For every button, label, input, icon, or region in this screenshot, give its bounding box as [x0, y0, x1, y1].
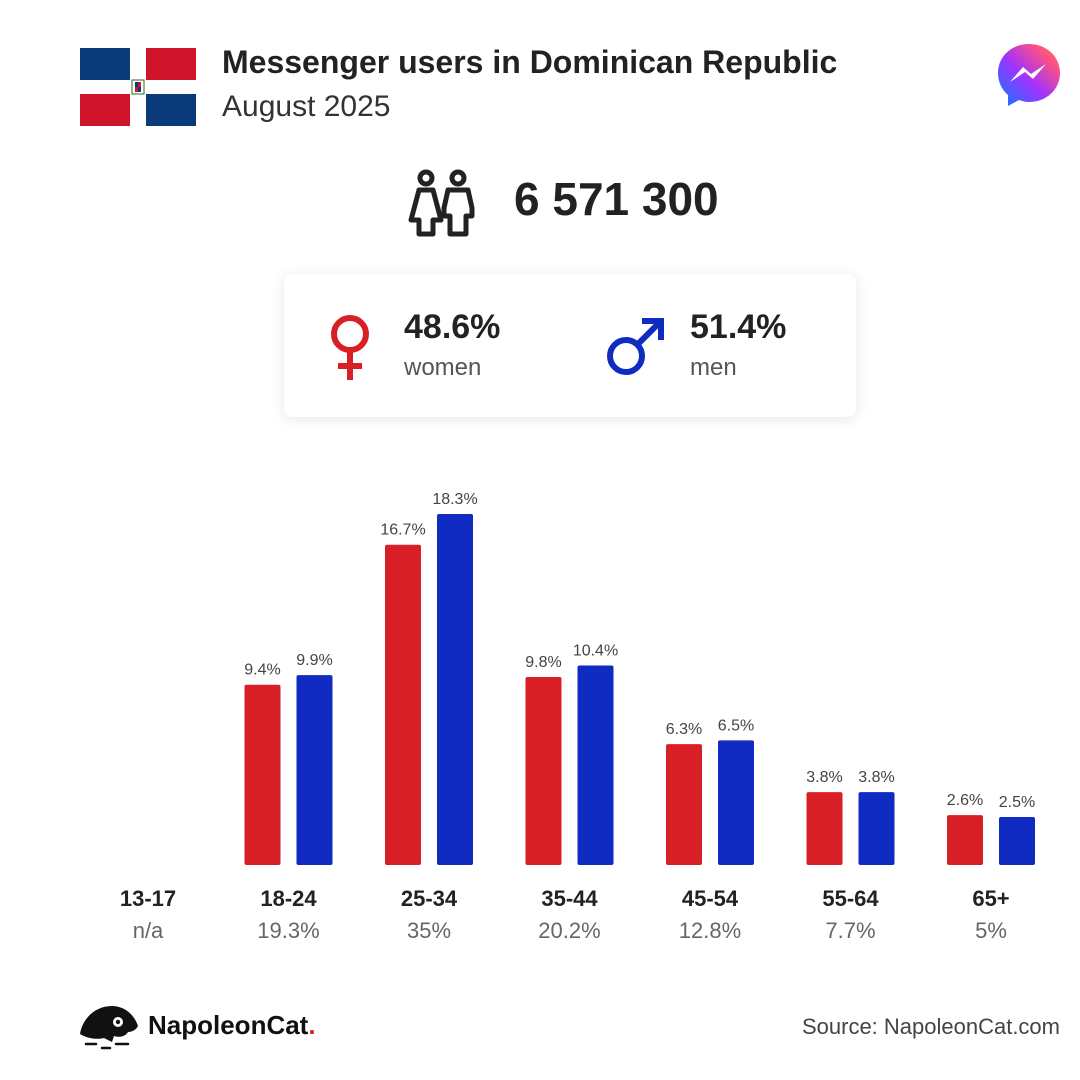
page-title: Messenger users in Dominican Republic: [222, 44, 838, 80]
data-label-women-45-54: 6.3%: [666, 721, 702, 738]
women-label: women: [404, 354, 482, 381]
bar-women-35-44: [525, 677, 562, 865]
footer-brand: NapoleonCat.: [148, 1010, 316, 1041]
data-label-men-65+: 2.5%: [999, 794, 1035, 811]
category-label-13-17: 13-17: [120, 886, 176, 911]
data-label-women-35-44: 9.8%: [525, 654, 561, 671]
gender-split-card: 48.6% women 51.4% men: [284, 274, 856, 417]
category-label-65+: 65+: [972, 886, 1009, 911]
data-label-men-25-34: 18.3%: [432, 491, 477, 508]
category-label-55-64: 55-64: [822, 886, 879, 911]
footer-brand-name: NapoleonCat: [148, 1010, 309, 1040]
bar-women-65+: [947, 815, 983, 865]
data-label-men-45-54: 6.5%: [718, 717, 754, 734]
category-label-25-34: 25-34: [401, 886, 458, 911]
men-percent: 51.4%: [690, 308, 787, 346]
data-label-women-25-34: 16.7%: [380, 522, 425, 539]
people-icon: [408, 169, 475, 237]
category-total-18-24: 19.3%: [257, 918, 319, 943]
female-symbol-icon: [331, 315, 369, 380]
category-total-55-64: 7.7%: [825, 918, 875, 943]
category-label-18-24: 18-24: [260, 886, 317, 911]
footer-brand-dot: .: [308, 1010, 316, 1040]
messenger-logo-icon: [998, 44, 1060, 106]
category-label-45-54: 45-54: [682, 886, 739, 911]
bar-women-18-24: [244, 684, 281, 865]
male-symbol-icon: [607, 318, 664, 375]
category-total-65+: 5%: [975, 918, 1007, 943]
category-total-45-54: 12.8%: [679, 918, 741, 943]
total-users-value: 6 571 300: [514, 173, 719, 225]
data-label-women-55-64: 3.8%: [806, 769, 842, 786]
data-label-men-35-44: 10.4%: [573, 643, 618, 660]
data-label-women-18-24: 9.4%: [244, 662, 280, 679]
category-total-25-34: 35%: [407, 918, 451, 943]
men-label: men: [690, 354, 737, 381]
age-distribution-chart: 13-17 n/a 9.4% 9.9% 18-24 19.3% 16.7% 18.3% 25-3…: [120, 491, 1035, 943]
bar-men-18-24: [296, 675, 333, 865]
bar-men-55-64: [858, 792, 895, 865]
category-total-13-17: n/a: [133, 918, 164, 943]
category-total-35-44: 20.2%: [538, 918, 600, 943]
bar-men-35-44: [577, 665, 614, 865]
bar-women-25-34: [385, 544, 421, 865]
napoleoncat-logo-icon: [80, 1006, 138, 1050]
bar-men-65+: [999, 817, 1035, 865]
category-label-35-44: 35-44: [541, 886, 598, 911]
bar-women-45-54: [666, 744, 702, 865]
women-percent: 48.6%: [404, 308, 501, 346]
page-subtitle: August 2025: [222, 90, 391, 123]
data-label-men-55-64: 3.8%: [858, 769, 894, 786]
source-credit: Source: NapoleonCat.com: [801, 1014, 1060, 1039]
bar-women-55-64: [806, 792, 843, 865]
bar-men-25-34: [437, 514, 473, 865]
data-label-men-18-24: 9.9%: [296, 652, 332, 669]
data-label-women-65+: 2.6%: [947, 792, 983, 809]
dominican-republic-flag-icon: [80, 48, 196, 126]
bar-men-45-54: [718, 740, 754, 865]
